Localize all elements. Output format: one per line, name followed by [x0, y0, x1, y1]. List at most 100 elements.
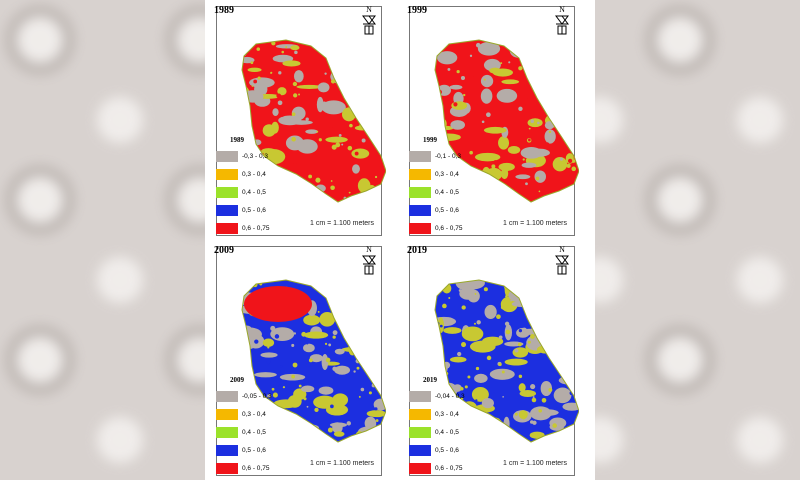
land-speckle: [292, 160, 298, 165]
land-patch: [553, 387, 572, 404]
land-speckle: [328, 290, 331, 293]
land-speckle: [242, 361, 245, 366]
land-patch: [247, 67, 262, 73]
land-speckle: [516, 435, 521, 441]
map-panel-1999: 1999 N 1999 -0,1 - 0,3 0,3 - 0,4 0,4 - 0,5…: [403, 2, 593, 238]
ndvi-map: [434, 279, 579, 443]
land-patch: [260, 352, 278, 358]
land-patch: [480, 74, 494, 88]
land-patch: [351, 148, 370, 159]
land-speckle: [291, 374, 296, 379]
land-speckle: [518, 40, 523, 45]
legend-swatch: [409, 222, 431, 234]
land-speckle: [319, 193, 323, 196]
map-panel-2019: 2019 N 2019 -0,04 - 0,3 0,3 - 0,4 0,4 - 0,…: [403, 242, 593, 478]
ndvi-map: [241, 279, 386, 443]
land-speckle: [504, 321, 510, 326]
panel-year: 1989: [214, 5, 234, 16]
land-speckle: [439, 348, 443, 352]
land-patch: [544, 121, 555, 130]
land-patch: [442, 283, 452, 294]
land-speckle: [326, 387, 331, 392]
land-speckle: [559, 291, 562, 294]
land-patch: [315, 184, 326, 193]
land-speckle: [350, 54, 353, 57]
land-patch: [318, 386, 334, 395]
land-speckle: [447, 67, 451, 71]
land-speckle: [552, 423, 557, 428]
coordinate-ticks: [575, 282, 591, 472]
legend-label: 0,5 - 0,6: [435, 446, 459, 454]
land-speckle: [251, 85, 254, 87]
land-speckle: [325, 357, 331, 363]
land-speckle: [462, 114, 465, 116]
land-speckle: [361, 348, 366, 352]
land-speckle: [354, 151, 359, 156]
land-speckle: [357, 331, 360, 335]
land-speckle: [367, 348, 371, 353]
land-speckle: [486, 112, 491, 118]
land-patch: [325, 404, 349, 416]
land-speckle: [475, 399, 478, 402]
land-patch: [546, 90, 567, 102]
land-patch: [289, 120, 313, 125]
land-speckle: [498, 362, 502, 367]
land-speckle: [508, 61, 511, 64]
land-speckle: [335, 142, 341, 148]
land-speckle: [332, 335, 336, 339]
land-patch: [261, 148, 276, 155]
land-speckle: [522, 415, 526, 420]
land-speckle: [356, 366, 360, 370]
legend-label: 0,3 - 0,4: [435, 410, 459, 418]
legend-swatch: [409, 204, 431, 216]
land-speckle: [528, 127, 531, 130]
land-speckle: [535, 189, 538, 193]
land-speckle: [371, 364, 374, 367]
land-speckle: [372, 301, 376, 305]
land-speckle: [469, 150, 473, 155]
legend-item: 0,4 - 0,5: [409, 183, 499, 201]
land-patch: [332, 393, 349, 407]
north-red-patch: [244, 286, 312, 322]
land-speckle: [331, 144, 337, 150]
legend-swatch: [409, 390, 431, 402]
land-patch: [254, 372, 277, 378]
land-speckle: [500, 62, 503, 65]
land-patch: [319, 45, 333, 51]
land-speckle: [571, 344, 574, 346]
land-speckle: [276, 93, 282, 99]
land-speckle: [308, 380, 311, 384]
land-speckle: [364, 311, 368, 315]
land-speckle: [518, 374, 523, 379]
land-speckle: [536, 75, 539, 78]
land-speckle: [327, 427, 333, 433]
land-patch: [480, 88, 493, 104]
map-legend: 2009 -0,05 - 0,3 0,3 - 0,4 0,4 - 0,5 0,5 - …: [216, 376, 306, 477]
legend-label: 0,6 - 0,75: [435, 464, 463, 472]
land-patch: [534, 170, 546, 183]
land-speckle: [481, 120, 485, 124]
land-patch: [489, 368, 515, 380]
land-speckle: [476, 320, 481, 325]
legend-item: 0,5 - 0,6: [409, 441, 499, 459]
legend-item: 0,3 - 0,4: [409, 405, 499, 423]
legend-swatch: [216, 222, 238, 234]
land-speckle: [439, 324, 443, 328]
land-speckle: [242, 107, 244, 110]
legend-item: 0,6 - 0,75: [409, 219, 499, 237]
legend-label: -0,1 - 0,3: [435, 152, 462, 160]
land-speckle: [500, 305, 505, 310]
land-speckle: [344, 310, 349, 315]
land-speckle: [270, 325, 276, 331]
land-patch: [274, 157, 282, 164]
land-patch: [496, 88, 518, 103]
land-speckle: [439, 76, 443, 80]
land-speckle: [344, 88, 348, 92]
land-speckle: [315, 177, 321, 183]
land-speckle: [352, 122, 355, 126]
legend-swatch: [409, 186, 431, 198]
land-patch: [309, 354, 323, 363]
land-speckle: [245, 344, 249, 348]
land-speckle: [566, 348, 569, 352]
land-speckle: [496, 69, 498, 72]
